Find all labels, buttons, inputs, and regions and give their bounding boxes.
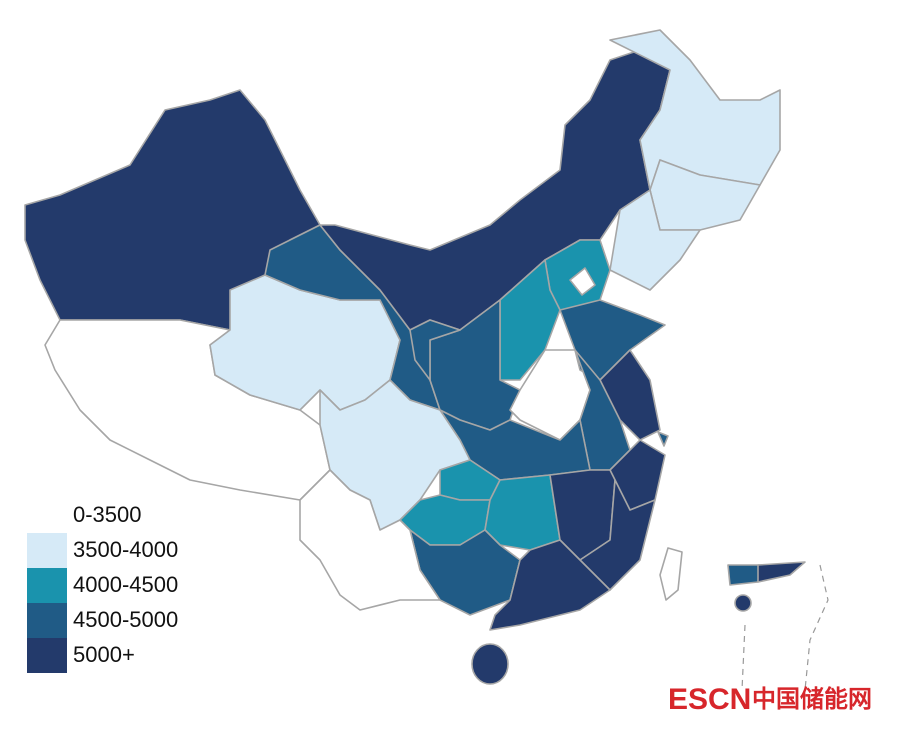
province bbox=[657, 431, 669, 447]
province bbox=[609, 189, 701, 291]
legend-label: 4000-4500 bbox=[73, 572, 178, 597]
province bbox=[757, 561, 806, 583]
inset-border bbox=[741, 564, 829, 691]
legend-label: 4500-5000 bbox=[73, 607, 178, 632]
province bbox=[579, 479, 656, 591]
inset-line bbox=[804, 564, 829, 691]
watermark-brand: ESCN bbox=[668, 683, 751, 716]
legend-label: 5000+ bbox=[73, 642, 135, 667]
legend-label: 0-3500 bbox=[73, 502, 142, 527]
province bbox=[471, 643, 509, 685]
province bbox=[299, 469, 441, 611]
legend-swatch bbox=[27, 638, 67, 673]
legend-swatch bbox=[27, 603, 67, 638]
province bbox=[409, 319, 461, 381]
province bbox=[659, 547, 683, 601]
province bbox=[484, 474, 561, 551]
province bbox=[734, 594, 752, 612]
legend-swatch bbox=[27, 498, 67, 533]
province bbox=[489, 539, 611, 631]
province bbox=[569, 267, 596, 296]
regions bbox=[24, 29, 806, 685]
legend: 0-3500 3500-4000 4000-4500 4500-5000 5000+ bbox=[27, 498, 178, 673]
legend-swatch bbox=[27, 533, 67, 568]
inset-line bbox=[741, 624, 746, 691]
legend-label: 3500-4000 bbox=[73, 537, 178, 562]
province bbox=[727, 564, 761, 586]
watermark-site: 中国储能网 bbox=[752, 685, 872, 713]
legend-swatch bbox=[27, 568, 67, 603]
